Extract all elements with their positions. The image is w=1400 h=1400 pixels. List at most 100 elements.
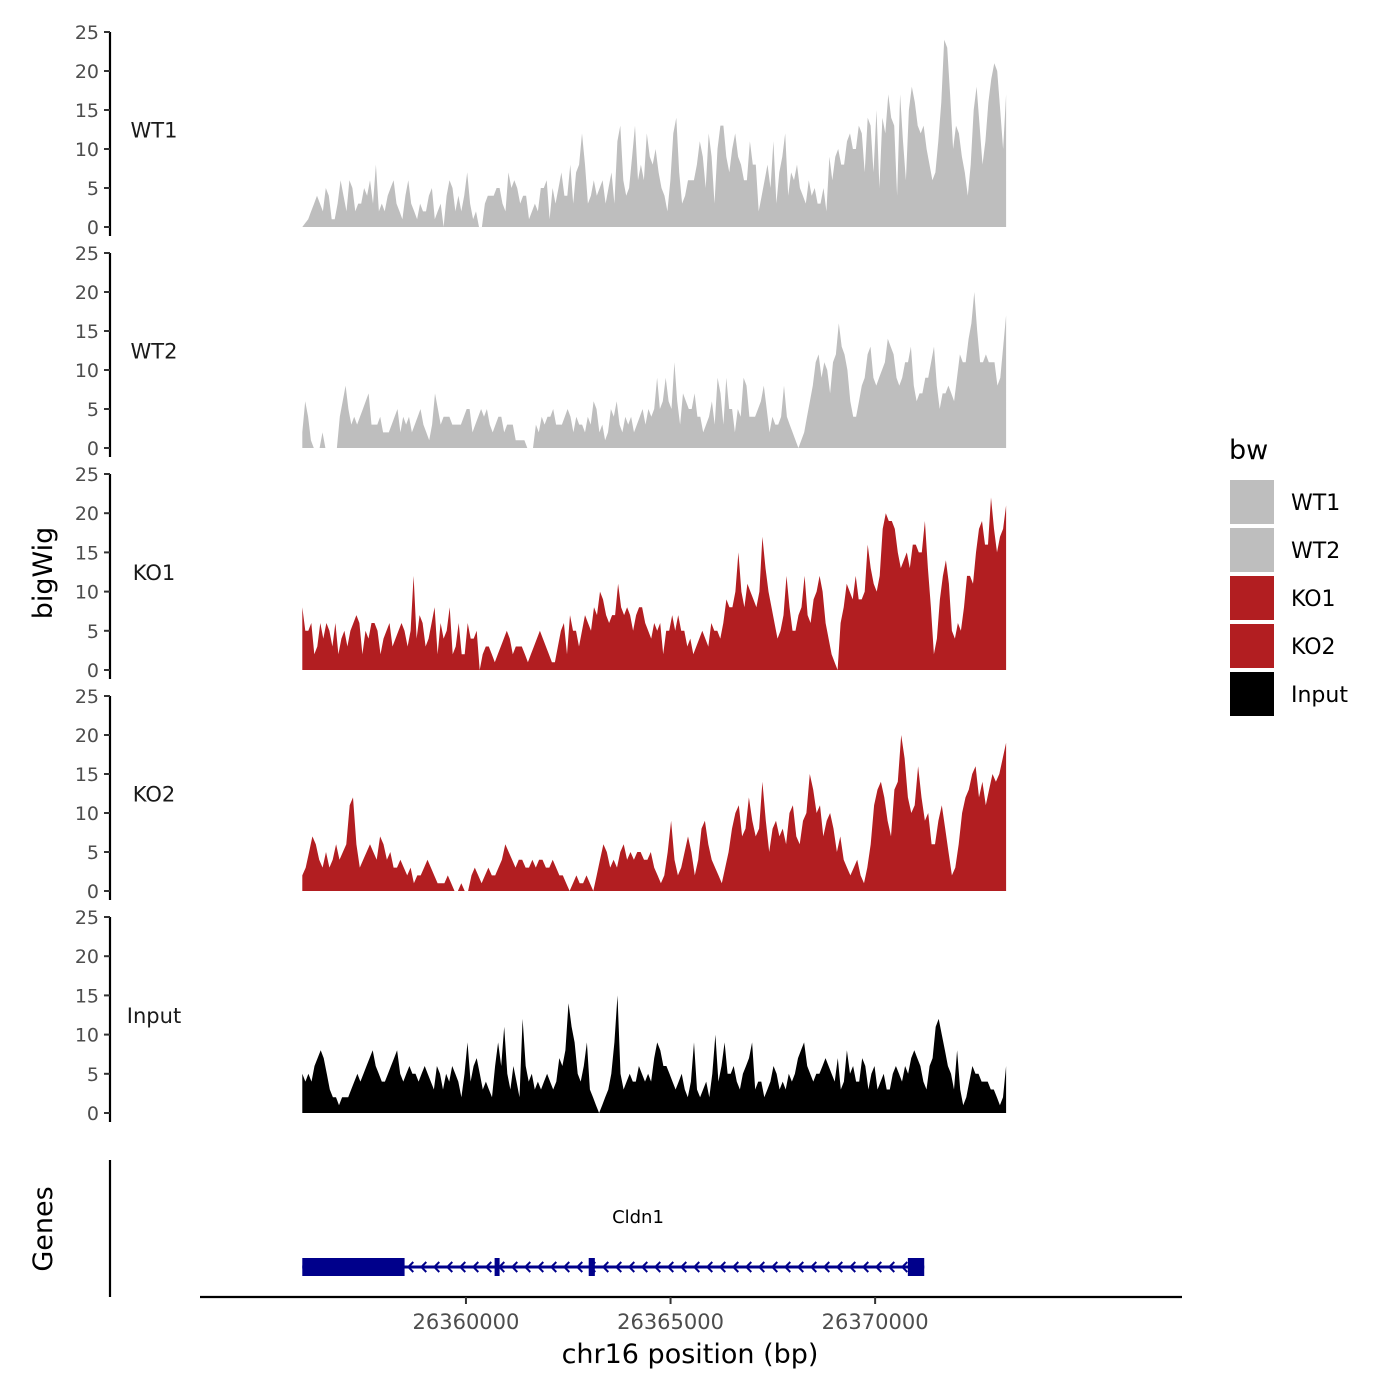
strand-arrow [484,1261,492,1273]
x-tick-label: 26370000 [822,1310,929,1334]
y-tick-label: 25 [75,907,99,929]
strand-arrow [744,1261,752,1273]
y-axis-title: bigWig [28,527,59,620]
y-tick-label: 15 [75,764,99,786]
gene-exon [302,1258,405,1276]
y-tick-label: 25 [75,22,99,44]
y-tick-label: 5 [87,178,99,200]
y-tick-label: 20 [75,503,99,525]
strand-arrow [614,1261,622,1273]
strand-arrow [562,1261,570,1273]
legend-label: Input [1291,683,1348,708]
y-tick-label: 20 [75,61,99,83]
track-label: KO2 [133,783,176,807]
strand-arrow [848,1261,856,1273]
strand-arrow [874,1261,882,1273]
strand-arrow [666,1261,674,1273]
track-ko1: 0 5 10 15 20 25 KO1 [75,464,1007,682]
y-tick-label: 0 [87,660,99,682]
track-wt1: 0 5 10 15 20 25 WT1 [75,22,1007,239]
track-label: WT2 [131,340,178,364]
strand-arrow [679,1261,687,1273]
y-tick-label: 25 [75,464,99,486]
y-tick-label: 0 [87,438,99,460]
strand-arrow [653,1261,661,1273]
strand-arrow [627,1261,635,1273]
legend-label: WT1 [1291,491,1340,516]
legend-swatch [1230,528,1274,572]
legend-swatch [1230,672,1274,716]
strand-arrow [406,1261,414,1273]
legend-label: KO2 [1291,635,1336,660]
legend-swatch [1230,624,1274,668]
y-tick-label: 5 [87,1064,99,1086]
track-input: 0 5 10 15 20 25 Input [75,907,1007,1125]
y-tick-label: 15 [75,321,99,343]
y-tick-label: 5 [87,621,99,643]
x-axis-title: chr16 position (bp) [562,1339,819,1370]
strand-arrow [510,1261,518,1273]
legend-title: bw [1229,435,1268,466]
coverage-area [302,39,1007,227]
track-label: WT1 [131,119,178,143]
genes-panel: Genes Cldn1 [28,1160,925,1297]
y-tick-label: 0 [87,881,99,903]
strand-arrow [601,1261,609,1273]
y-tick-label: 15 [75,985,99,1007]
track-label: KO1 [133,561,176,585]
strand-arrow [419,1261,427,1273]
track-label: Input [127,1004,181,1028]
legend-swatch [1230,576,1274,620]
strand-arrow [549,1261,557,1273]
coverage-area [302,292,1007,448]
y-tick-label: 10 [75,360,99,382]
strand-arrow [718,1261,726,1273]
gene-name-label: Cldn1 [612,1207,664,1228]
y-tick-label: 10 [75,803,99,825]
legend-label: KO1 [1291,587,1336,612]
strand-arrow [523,1261,531,1273]
strand-arrow [757,1261,765,1273]
y-tick-label: 0 [87,217,99,239]
y-tick-label: 0 [87,1103,99,1125]
coverage-area [302,995,1007,1113]
y-tick-label: 15 [75,542,99,564]
strand-arrow [536,1261,544,1273]
y-tick-label: 5 [87,842,99,864]
strand-arrow [770,1261,778,1273]
y-tick-label: 10 [75,582,99,604]
track-wt2: 0 5 10 15 20 25 WT2 [75,243,1007,460]
gene-exon [494,1258,500,1276]
coverage-area [302,735,1007,891]
strand-arrow [445,1261,453,1273]
strand-arrow [796,1261,804,1273]
track-ko2: 0 5 10 15 20 25 KO2 [75,686,1007,903]
strand-arrow [822,1261,830,1273]
y-tick-label: 20 [75,282,99,304]
strand-arrow [887,1261,895,1273]
genes-axis-title: Genes [28,1186,59,1271]
y-tick-label: 25 [75,686,99,708]
y-tick-label: 10 [75,139,99,161]
strand-arrow [835,1261,843,1273]
y-tick-label: 5 [87,399,99,421]
strand-arrow [640,1261,648,1273]
strand-arrow [900,1261,908,1273]
strand-arrow [692,1261,700,1273]
gene-exon [907,1258,925,1276]
x-tick-label: 26360000 [413,1310,520,1334]
strand-arrow [575,1261,583,1273]
gene-exon [588,1258,595,1276]
strand-arrow [705,1261,713,1273]
y-tick-label: 25 [75,243,99,265]
strand-arrow [731,1261,739,1273]
strand-arrow [432,1261,440,1273]
strand-arrow [458,1261,466,1273]
y-tick-label: 15 [75,100,99,122]
strand-arrow [861,1261,869,1273]
legend-label: WT2 [1291,539,1340,564]
legend: bw WT1 WT2 KO1 KO2 Input [1229,435,1348,716]
y-tick-label: 10 [75,1025,99,1047]
strand-arrow [783,1261,791,1273]
